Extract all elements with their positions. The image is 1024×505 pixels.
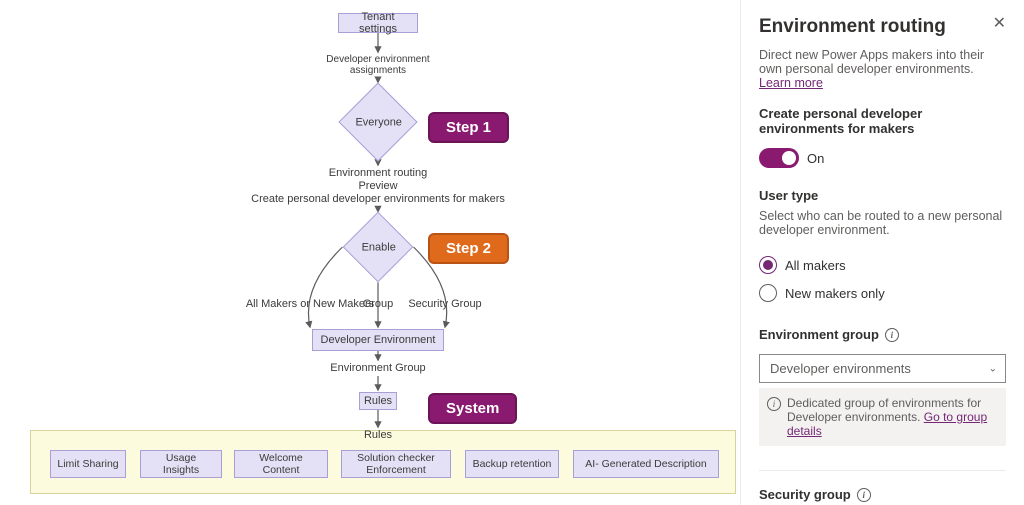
- info-icon[interactable]: i: [885, 328, 899, 342]
- rule-pill: Limit Sharing: [50, 450, 126, 478]
- radio-circle: [759, 284, 777, 302]
- chevron-down-icon: ⌄: [989, 363, 997, 374]
- user-type-label: User type: [759, 188, 1006, 203]
- toggle-label: Create personal developer environments f…: [759, 106, 1006, 136]
- diamond-label: Enable: [344, 242, 414, 254]
- node-rules: Rules: [359, 392, 397, 410]
- badge-step2: Step 2: [428, 233, 509, 264]
- radio-label: New makers only: [785, 286, 885, 301]
- close-icon[interactable]: ✕: [993, 16, 1006, 32]
- panel-desc-text: Direct new Power Apps makers into their …: [759, 48, 984, 76]
- badge-label: Step 1: [446, 119, 491, 136]
- label-env-routing: Environment routing: [278, 167, 478, 179]
- divider: [759, 470, 1006, 471]
- rule-pill: Usage Insights: [140, 450, 222, 478]
- radio-option[interactable]: All makers: [759, 251, 1006, 279]
- label-environment-group: Environment Group: [278, 362, 478, 374]
- badge-label: Step 2: [446, 240, 491, 257]
- env-group-info-box: i Dedicated group of environments for De…: [759, 388, 1006, 446]
- badge-label: System: [446, 400, 499, 417]
- side-panel: Environment routing ✕ Direct new Power A…: [740, 0, 1024, 505]
- panel-title: Environment routing: [759, 16, 946, 38]
- radio-circle: [759, 256, 777, 274]
- rule-pill: Welcome Content: [234, 450, 328, 478]
- label-dev-env-assignments: Developer environmentassignments: [315, 54, 441, 76]
- label-create-personal: Create personal developer environments f…: [248, 193, 508, 205]
- node-developer-environment: Developer Environment: [312, 329, 444, 351]
- label-rules: Rules: [278, 429, 478, 441]
- diamond-label: Everyone: [344, 117, 414, 129]
- flowchart-canvas: Tenant settings Developer environmentass…: [0, 0, 740, 505]
- user-type-radio-group: All makers New makers only: [759, 251, 1006, 307]
- panel-description: Direct new Power Apps makers into their …: [759, 48, 1006, 90]
- node-label: Rules: [364, 395, 392, 407]
- label-preview: Preview: [278, 180, 478, 192]
- env-group-select[interactable]: Developer environments ⌄: [759, 354, 1006, 383]
- badge-system: System: [428, 393, 517, 424]
- user-type-desc: Select who can be routed to a new person…: [759, 209, 1006, 237]
- label-branch-security-group: Security Group: [345, 298, 545, 310]
- toggle-state-text: On: [807, 151, 824, 166]
- node-tenant-settings: Tenant settings: [338, 13, 418, 33]
- badge-step1: Step 1: [428, 112, 509, 143]
- rule-pill: Solution checkerEnforcement: [341, 450, 451, 478]
- node-label: Tenant settings: [345, 11, 411, 35]
- info-icon[interactable]: i: [857, 488, 871, 502]
- radio-option[interactable]: New makers only: [759, 279, 1006, 307]
- rule-pill: AI- Generated Description: [573, 450, 719, 478]
- node-label: Developer Environment: [321, 334, 436, 346]
- env-group-field-label: Environment group i: [759, 327, 1006, 342]
- field-label-text: Environment group: [759, 327, 879, 342]
- radio-label: All makers: [785, 258, 846, 273]
- learn-more-link[interactable]: Learn more: [759, 76, 823, 90]
- select-value: Developer environments: [770, 361, 911, 376]
- toggle-create-env[interactable]: [759, 148, 799, 168]
- field-label-text: Security group: [759, 487, 851, 502]
- security-group-field-label: Security group i: [759, 487, 1006, 502]
- rule-pill: Backup retention: [465, 450, 559, 478]
- info-icon: i: [767, 397, 781, 411]
